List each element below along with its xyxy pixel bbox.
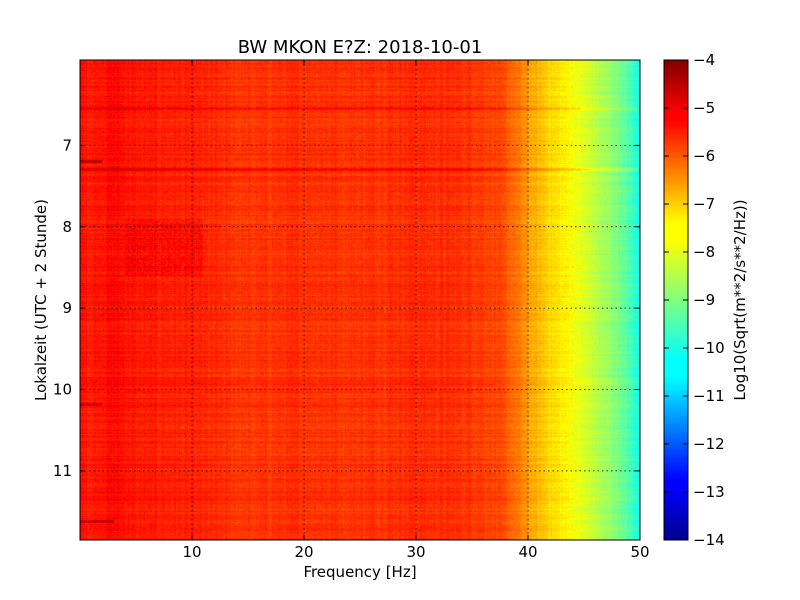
- y-tick-label: 7: [62, 136, 72, 154]
- x-tick-label: 40: [518, 543, 537, 561]
- y-axis: 7 8 9 10 11: [53, 136, 640, 480]
- y-axis-label: Lokalzeit (UTC + 2 Stunde): [32, 199, 50, 401]
- y-tick-label: 9: [62, 299, 72, 317]
- colorbar-tick-label: −11: [693, 387, 725, 405]
- colorbar-label: Log10(Sqrt(m**2/s**2/Hz)): [731, 199, 749, 400]
- chart-title: BW MKON E?Z: 2018-10-01: [238, 37, 483, 58]
- colorbar-tick-label: −4: [693, 51, 715, 69]
- colorbar-tick-label: −14: [693, 531, 725, 549]
- spectrogram-plot: [80, 60, 640, 540]
- y-tick-label: 11: [53, 462, 72, 480]
- colorbar-tick-label: −12: [693, 435, 725, 453]
- grid-lines: [80, 60, 640, 540]
- colorbar-tick-label: −13: [693, 483, 725, 501]
- x-tick-label: 20: [294, 543, 313, 561]
- colorbar-tick-label: −5: [693, 99, 715, 117]
- x-tick-label: 50: [630, 543, 649, 561]
- x-tick-label: 10: [182, 543, 201, 561]
- y-tick-label: 8: [62, 218, 72, 236]
- x-axis-label: Frequency [Hz]: [303, 563, 416, 581]
- colorbar-tick-label: −9: [693, 291, 715, 309]
- colorbar-ticks: −4 −5 −6 −7 −8 −9 −10 −11 −12 −13 −14: [664, 51, 725, 549]
- colorbar-tick-label: −10: [693, 339, 725, 357]
- colorbar-tick-label: −7: [693, 195, 715, 213]
- plot-frame: [79, 59, 641, 541]
- colorbar-tick-label: −8: [693, 243, 715, 261]
- colorbar-tick-label: −6: [693, 147, 715, 165]
- x-axis: 10 20 30 40 50: [182, 60, 650, 561]
- x-tick-label: 30: [406, 543, 425, 561]
- y-tick-label: 10: [53, 380, 72, 398]
